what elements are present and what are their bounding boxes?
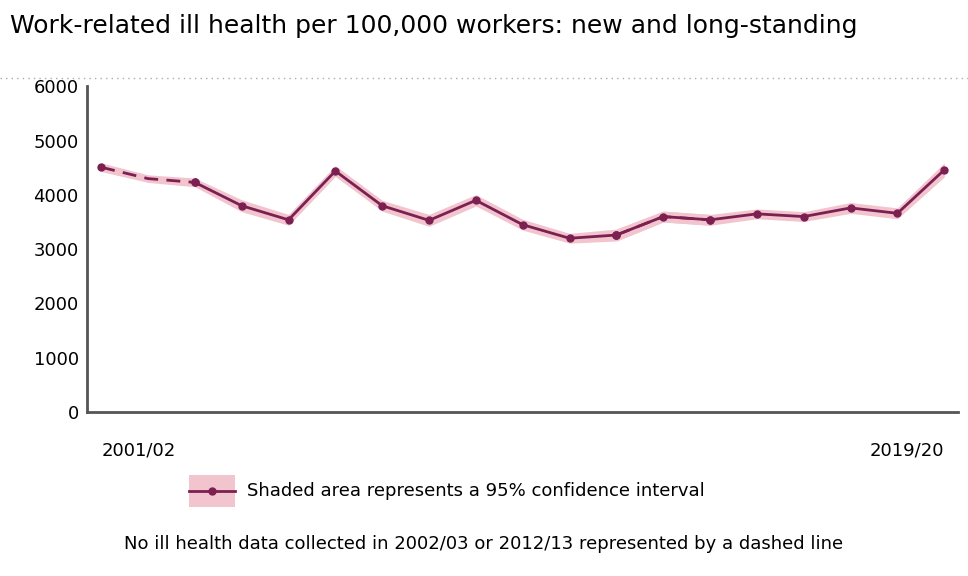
- Text: No ill health data collected in 2002/03 or 2012/13 represented by a dashed line: No ill health data collected in 2002/03 …: [125, 535, 843, 554]
- Text: Work-related ill health per 100,000 workers: new and long-standing: Work-related ill health per 100,000 work…: [10, 14, 858, 39]
- Text: 2019/20: 2019/20: [870, 441, 944, 459]
- Text: Shaded area represents a 95% confidence interval: Shaded area represents a 95% confidence …: [247, 482, 705, 500]
- Text: 2001/02: 2001/02: [102, 441, 175, 459]
